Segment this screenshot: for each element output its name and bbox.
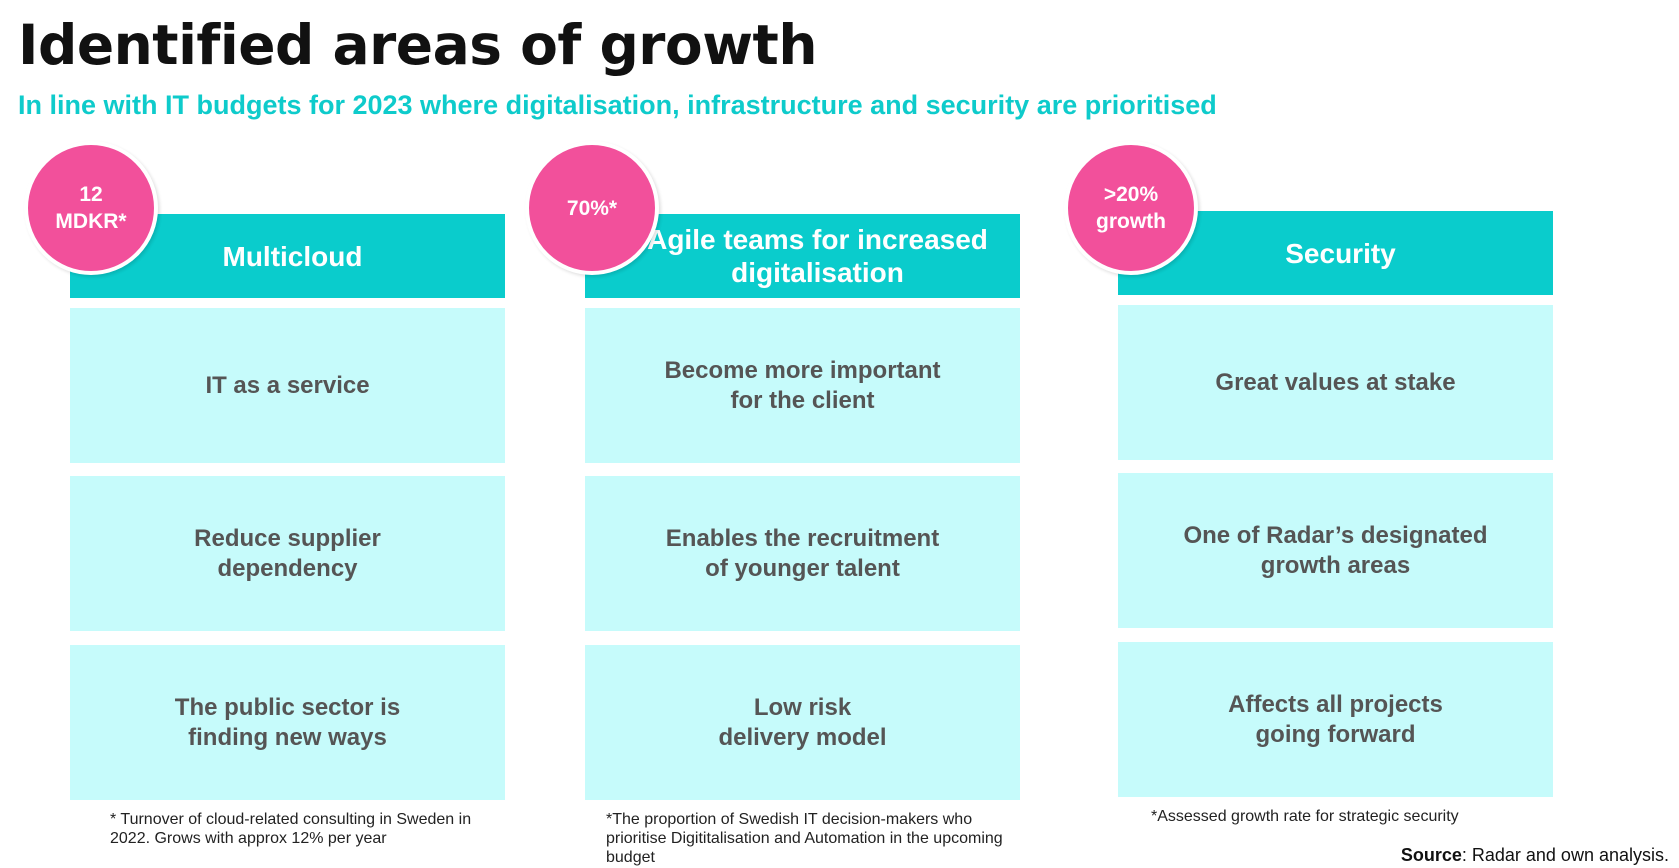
- growth-area-security: Security Great values at stake One of Ra…: [1118, 0, 1553, 868]
- footnote: * Turnover of cloud-related consulting i…: [110, 811, 472, 847]
- source-label: Source: [1400, 845, 1462, 865]
- source-text: : Radar and own analysis.: [1461, 845, 1669, 865]
- page-title: Identified areas of growth: [18, 13, 817, 77]
- growth-card: Great values at stake: [1118, 305, 1553, 460]
- growth-card: Enables the recruitment of younger talen…: [585, 476, 1020, 631]
- footnote: *Assessed growth rate for strategic secu…: [1151, 808, 1459, 825]
- growth-card: IT as a service: [70, 308, 505, 463]
- source-note: Source: Radar and own analysis.: [1401, 845, 1669, 866]
- stat-badge: >20% growth: [1064, 141, 1198, 275]
- stat-badge-value: 12 MDKR*: [55, 183, 127, 233]
- growth-card: One of Radar’s designated growth areas: [1118, 473, 1553, 628]
- stat-badge: 12 MDKR*: [24, 141, 158, 275]
- stat-badge-value: 70%*: [566, 196, 618, 220]
- growth-card: Become more important for the client: [585, 308, 1020, 463]
- growth-card: Low risk delivery model: [585, 645, 1020, 800]
- growth-card: The public sector is finding new ways: [70, 645, 505, 800]
- stat-badge: 70%*: [525, 141, 659, 275]
- footnote: *The proportion of Swedish IT decision-m…: [606, 811, 1003, 866]
- growth-card: Reduce supplier dependency: [70, 476, 505, 631]
- growth-area-multicloud: Multicloud IT as a service Reduce suppli…: [70, 0, 505, 868]
- column-header: Agile teams for increased digitalisation: [585, 214, 1020, 298]
- stat-badge-value: >20% growth: [1096, 183, 1166, 233]
- growth-card: Affects all projects going forward: [1118, 642, 1553, 797]
- page-subtitle: In line with IT budgets for 2023 where d…: [18, 90, 1217, 120]
- growth-area-agile-teams: Agile teams for increased digitalisation…: [585, 0, 1020, 868]
